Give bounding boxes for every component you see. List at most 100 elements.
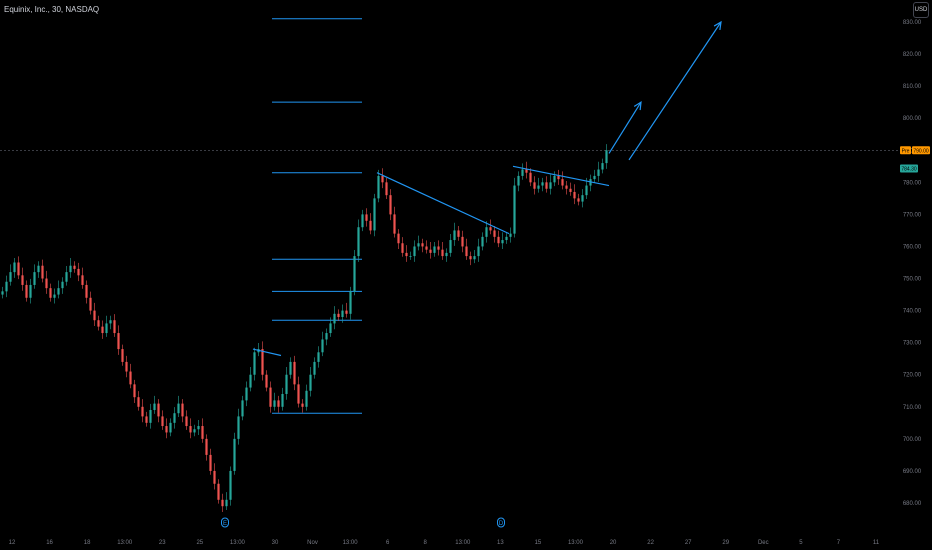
candle bbox=[405, 245, 408, 262]
candle bbox=[193, 424, 196, 437]
symbol-title: Equinix, Inc., 30, NASDAQ bbox=[4, 5, 100, 14]
candle bbox=[9, 264, 12, 286]
candle bbox=[345, 302, 348, 318]
candle bbox=[149, 403, 152, 429]
x-tick-label: 8 bbox=[424, 540, 428, 546]
candle bbox=[409, 251, 412, 260]
candle bbox=[209, 448, 212, 475]
candle bbox=[425, 240, 428, 254]
svg-text:784.30: 784.30 bbox=[901, 167, 917, 173]
trendline[interactable] bbox=[376, 172, 510, 235]
x-tick-label: 25 bbox=[196, 540, 203, 546]
candle bbox=[241, 395, 244, 421]
candle bbox=[477, 238, 480, 262]
candle bbox=[177, 395, 180, 418]
candle bbox=[529, 168, 532, 187]
x-tick-label: 13:00 bbox=[455, 540, 471, 546]
candle bbox=[269, 381, 272, 413]
candle bbox=[105, 315, 108, 337]
svg-text:Pre: Pre bbox=[902, 148, 910, 154]
y-tick-label: 720.00 bbox=[903, 373, 922, 379]
y-tick-label: 700.00 bbox=[903, 437, 922, 443]
candle bbox=[309, 367, 312, 397]
candle bbox=[57, 280, 60, 299]
candle bbox=[173, 407, 176, 429]
trendline[interactable] bbox=[252, 348, 282, 357]
candle bbox=[125, 355, 128, 378]
candle bbox=[501, 232, 504, 250]
x-tick-label: 13:00 bbox=[117, 540, 133, 546]
candle bbox=[485, 221, 488, 243]
candlesticks bbox=[1, 144, 608, 512]
candle bbox=[225, 492, 228, 511]
candle bbox=[29, 278, 32, 304]
candle bbox=[25, 280, 28, 302]
candle bbox=[45, 270, 48, 294]
candle bbox=[389, 189, 392, 221]
candle bbox=[449, 233, 452, 257]
candle bbox=[417, 235, 420, 251]
x-tick-label: 29 bbox=[722, 540, 729, 546]
candle bbox=[513, 177, 516, 238]
currency-button[interactable]: USD bbox=[913, 2, 929, 18]
candle bbox=[321, 331, 324, 357]
x-tick-label: 23 bbox=[159, 540, 166, 546]
candle bbox=[429, 241, 432, 259]
candle bbox=[17, 256, 20, 280]
candle bbox=[457, 225, 460, 241]
candle bbox=[509, 227, 512, 243]
candle bbox=[357, 219, 360, 262]
candle bbox=[185, 410, 188, 430]
candle bbox=[465, 238, 468, 260]
y-tick-label: 750.00 bbox=[903, 277, 922, 283]
candle bbox=[77, 262, 80, 282]
candle bbox=[497, 230, 500, 248]
y-tick-label: 710.00 bbox=[903, 405, 922, 411]
candle bbox=[153, 395, 156, 414]
candle bbox=[445, 248, 448, 262]
projection-arrow[interactable] bbox=[628, 20, 722, 161]
candle bbox=[349, 286, 352, 320]
svg-text:D: D bbox=[499, 521, 504, 527]
candle bbox=[553, 171, 556, 187]
candle bbox=[69, 258, 72, 278]
projection-arrow[interactable] bbox=[608, 100, 642, 154]
candle bbox=[245, 381, 248, 407]
candle bbox=[545, 176, 548, 193]
candle bbox=[21, 267, 24, 291]
candle bbox=[89, 291, 92, 315]
event-marker[interactable]: E bbox=[221, 517, 229, 528]
candle bbox=[325, 328, 328, 346]
x-tick-label: 7 bbox=[837, 540, 841, 546]
trendline[interactable] bbox=[512, 165, 610, 187]
candle bbox=[41, 259, 44, 283]
candle bbox=[53, 288, 56, 304]
candle bbox=[221, 493, 224, 512]
candle bbox=[593, 169, 596, 183]
candle bbox=[201, 418, 204, 443]
candle bbox=[461, 230, 464, 253]
candle bbox=[253, 347, 256, 381]
x-tick-label: 22 bbox=[647, 540, 654, 546]
candle bbox=[37, 261, 40, 278]
candle bbox=[565, 181, 568, 195]
candle bbox=[33, 264, 36, 289]
trendline-annotations bbox=[252, 20, 722, 357]
x-tick-label: 13:00 bbox=[343, 540, 359, 546]
candle bbox=[313, 357, 316, 379]
y-tick-label: 730.00 bbox=[903, 341, 922, 347]
candle bbox=[525, 161, 528, 179]
candle bbox=[233, 432, 236, 475]
price-badge: Pre 790.00 bbox=[900, 146, 930, 155]
candle bbox=[161, 410, 164, 430]
candle bbox=[181, 399, 184, 423]
candle bbox=[577, 193, 580, 206]
event-marker[interactable]: D bbox=[497, 517, 505, 528]
x-tick-label: 11 bbox=[873, 540, 880, 546]
svg-text:E: E bbox=[223, 521, 227, 527]
candle bbox=[381, 168, 384, 189]
candle bbox=[573, 184, 576, 205]
x-tick-label: 20 bbox=[610, 540, 617, 546]
